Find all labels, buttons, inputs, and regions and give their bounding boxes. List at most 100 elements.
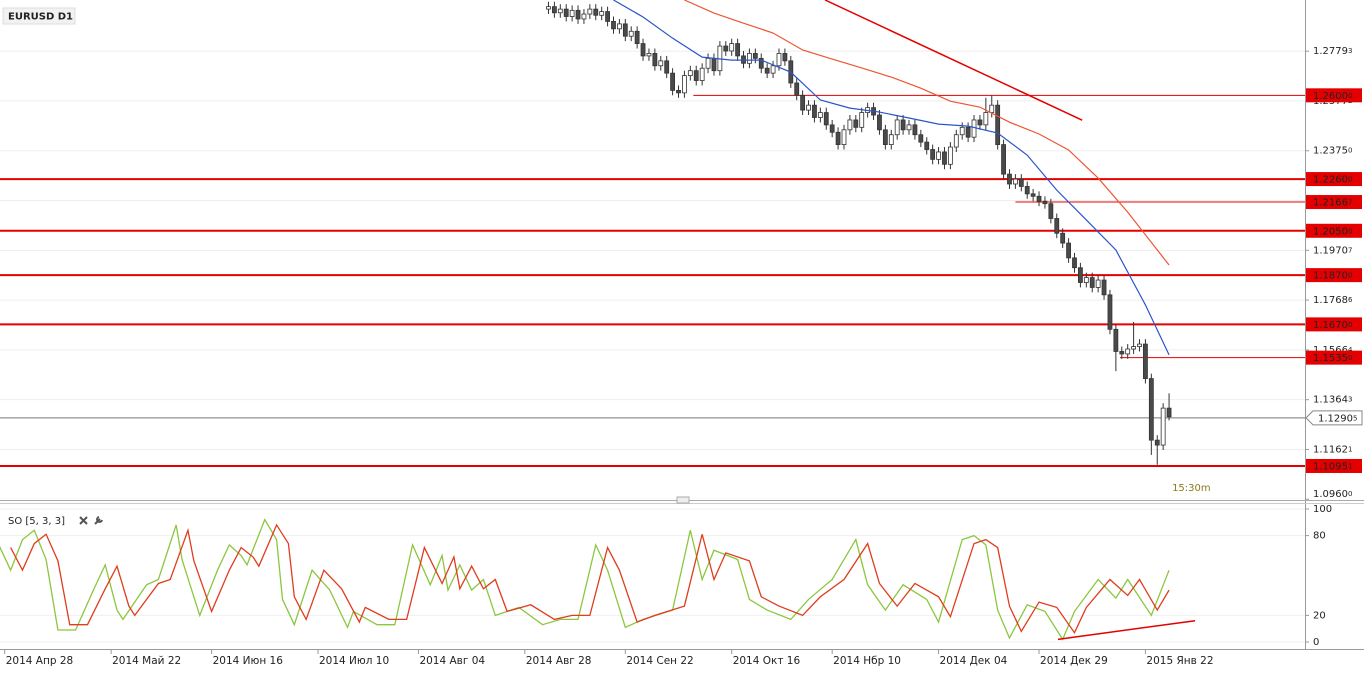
candle-body [835,131,841,145]
candle-body [1125,348,1131,355]
last-price-label: 1.12905 [1318,413,1357,424]
oscillator-line [10,523,1170,634]
candle-body [1148,378,1154,441]
y-tick-label: 1.09600 [1313,489,1352,500]
candle-body [546,6,551,10]
wrench-glyph[interactable] [94,516,103,525]
y-tick-label: 100 [1313,504,1332,515]
candle-body [847,119,853,131]
candle-body [894,119,900,136]
candle-body [634,30,640,44]
candle-body [658,60,664,67]
level-label-box [1306,268,1362,283]
level-label-box [1306,458,1362,473]
candle-body [1089,277,1095,288]
candle-body [646,53,652,57]
candle-body [1083,277,1089,283]
moving-average-line [613,0,1170,356]
candle-body [1078,267,1083,283]
candle-body [776,53,782,67]
candle-body [800,94,806,111]
y-tick-label: 20 [1313,610,1326,621]
panel-resize-handle[interactable] [676,496,690,504]
candle-body [664,60,670,74]
candle-body [1024,186,1030,195]
candle-body [1113,328,1119,352]
x-tick-label: 2014 Апр 28 [6,655,73,667]
candle-body [918,134,924,143]
candle-body [959,126,965,136]
candle-body [817,112,823,118]
candle-body [1048,203,1054,219]
candle-body [983,112,989,126]
candle-body [617,23,622,30]
candle-body [1001,144,1006,175]
candle-body [551,6,557,14]
x-tick-label: 2014 Дек 04 [940,655,1008,667]
x-tick-label: 2014 Май 22 [112,655,181,667]
candle-body [906,124,912,131]
candle-body [1054,218,1060,234]
candle-body [699,67,705,81]
candle-body [1119,351,1125,355]
candle-body [1154,439,1160,446]
candle-body [676,89,681,94]
trend-line [824,0,1083,121]
y-tick-label: 1.15664 [1313,345,1353,356]
candle-body [877,114,882,131]
candle-body [1160,407,1166,446]
candle-body [1018,178,1024,187]
candle-body [841,129,847,145]
close-glyph[interactable] [79,516,88,525]
candle-body [599,11,605,16]
chart-title: EURUSD D1 [8,12,73,23]
candle-body [682,75,687,94]
candle-body [563,8,569,17]
x-tick-label: 2014 Авг 28 [526,655,592,667]
candle-body [593,8,599,16]
y-tick-label: 1.27793 [1313,46,1352,57]
candle-body [1030,193,1036,197]
x-tick-label: 2014 Июн 16 [213,655,284,667]
level-label-box [1306,350,1362,365]
level-label-box [1306,172,1362,187]
candle-body [924,141,930,150]
close-icon[interactable] [79,516,88,525]
x-tick-label: 2014 Сен 22 [626,655,693,667]
x-tick-label: 2015 Янв 22 [1146,655,1213,667]
candle-body [1060,232,1066,244]
settings-icon[interactable] [94,516,103,525]
axes: 1.277931.257721.237501.217291.197071.176… [4,46,1363,667]
candle-body [622,23,628,37]
y-tick-label: 0 [1313,637,1319,648]
x-tick-label: 2014 Окт 16 [733,655,801,667]
candle-body [882,129,888,145]
last-price-box [1305,410,1363,426]
candle-body [575,9,581,20]
candle-body [1107,294,1113,330]
candle-body [947,146,953,165]
candle-body [764,67,770,74]
candle-body [953,134,959,148]
candle-body [1007,173,1012,185]
candle-body [1036,195,1042,202]
candle-body [823,112,829,126]
candle-body [1042,200,1048,205]
candle-body [888,134,894,145]
candle-body [942,151,947,165]
level-label-box [1306,223,1362,238]
candle-body [812,104,817,118]
candle-body [640,43,646,57]
candle-body [693,70,699,81]
candle-body [587,8,593,15]
candle-body [687,70,693,77]
candle-body [770,65,776,74]
candle-body [794,82,800,96]
candle-body [735,43,741,57]
candle-body [965,126,971,138]
level-label: 1.20500 [1313,226,1352,237]
level-label: 1.21667 [1313,198,1352,209]
level-label: 1.16700 [1313,320,1352,331]
candle-body [977,119,983,126]
